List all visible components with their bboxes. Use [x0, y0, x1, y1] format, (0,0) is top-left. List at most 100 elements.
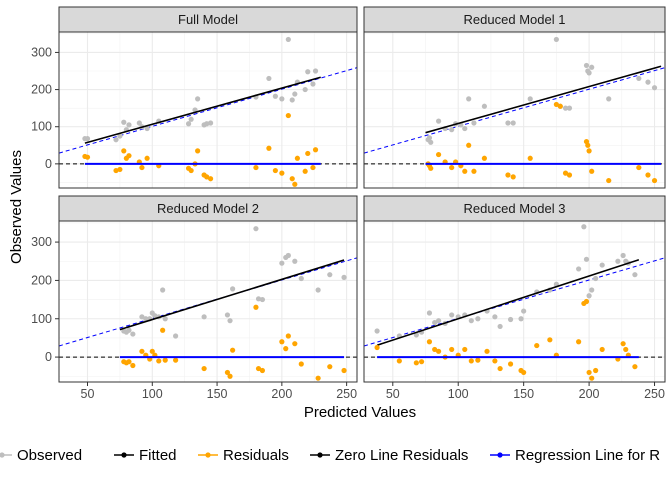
observed-point [449, 127, 455, 133]
residual-point [534, 342, 540, 349]
observed-point [230, 286, 236, 292]
panel-content [364, 36, 665, 184]
residual-point [527, 155, 533, 161]
residual-point [341, 367, 347, 374]
residual-point [302, 168, 308, 174]
observed-point [144, 125, 150, 132]
residual-point [396, 358, 402, 364]
observed-point [298, 275, 304, 282]
residual-point [418, 359, 425, 365]
legend-item-regression-line-residuals: Regression Line for R [490, 447, 660, 464]
observed-point [562, 105, 569, 111]
residual-point [259, 367, 266, 374]
residual-point [139, 348, 145, 354]
residual-point [279, 170, 285, 176]
observed-point [426, 135, 433, 141]
residual-point [285, 112, 291, 119]
observed-point [253, 226, 259, 232]
y-tick-label: 0 [45, 157, 52, 171]
residual-point [481, 155, 487, 161]
y-tick-label: 100 [31, 120, 52, 134]
panel-title: Reduced Model 1 [464, 12, 566, 27]
observed-point [510, 120, 516, 126]
residual-point [449, 164, 455, 171]
observed-point [341, 274, 347, 280]
residual-point [468, 358, 474, 364]
observed-point [130, 331, 136, 337]
x-tick-label: 150 [207, 387, 228, 401]
x-tick-label: 100 [448, 387, 469, 401]
residual-point [188, 167, 194, 174]
observed-point [289, 97, 295, 103]
observed-point [272, 93, 278, 99]
x-tick-label: 100 [142, 387, 163, 401]
observed-point [117, 133, 123, 139]
observed-point [185, 121, 192, 127]
reference-line [364, 257, 665, 347]
observed-point [432, 319, 438, 326]
y-tick-label: 100 [31, 312, 52, 326]
observed-point [589, 287, 595, 293]
x-tick-label: 50 [81, 387, 95, 401]
residual-point [557, 103, 563, 109]
x-tick-label: 250 [644, 387, 665, 401]
y-tick-label: 200 [31, 83, 52, 97]
residual-point [327, 364, 333, 370]
observed-point [507, 316, 514, 323]
panel-title: Reduced Model 3 [464, 201, 566, 216]
residual-point [298, 361, 304, 367]
residual-point [471, 168, 477, 174]
residual-point [201, 365, 207, 372]
residual-point [207, 176, 214, 182]
observed-point [259, 296, 266, 303]
observed-point [224, 312, 231, 318]
fitted-line [84, 76, 321, 144]
legend-item-zero-line-residuals: Zero Line Residuals [310, 447, 468, 464]
observed-point [583, 256, 590, 262]
observed-point [139, 314, 145, 320]
residual-point [227, 373, 233, 379]
observed-point [266, 75, 272, 82]
residual-point [292, 181, 298, 187]
legend-label: Zero Line Residuals [335, 447, 468, 464]
observed-point [462, 125, 468, 132]
residual-point [435, 348, 442, 354]
observed-point [310, 81, 316, 87]
residual-point [462, 168, 468, 174]
y-tick-label: 300 [31, 235, 52, 249]
observed-point [136, 120, 142, 126]
residual-point [130, 362, 136, 369]
observed-point [468, 318, 474, 324]
residual-point [426, 339, 433, 345]
residual-point [505, 172, 511, 178]
observed-point [576, 266, 582, 272]
observed-point [492, 314, 498, 320]
residual-point [492, 358, 498, 364]
x-tick-label: 150 [513, 387, 534, 401]
residual-point [310, 164, 316, 171]
observed-point [518, 316, 524, 322]
observed-point [302, 86, 308, 93]
residual-point [507, 361, 514, 367]
observed-point [195, 96, 201, 102]
panel-1: Full Model [58, 6, 358, 189]
panel-3: Reduced Model 2 [58, 195, 358, 383]
residual-point [428, 165, 434, 171]
residual-point [253, 304, 259, 310]
residual-point [195, 148, 201, 154]
observed-point [312, 68, 319, 74]
observed-point [553, 36, 559, 43]
panel-strip [363, 195, 666, 222]
observed-point [292, 91, 298, 97]
observed-point [606, 96, 612, 102]
residual-point [173, 357, 179, 363]
residual-point [651, 177, 658, 184]
residual-point [449, 346, 455, 353]
residual-point [144, 155, 150, 161]
y-tick-label: 0 [45, 350, 52, 364]
residual-point [432, 346, 438, 353]
legend-key-point [497, 452, 503, 458]
residual-point [266, 145, 272, 151]
residual-point [160, 327, 166, 333]
residual-point [162, 357, 168, 363]
